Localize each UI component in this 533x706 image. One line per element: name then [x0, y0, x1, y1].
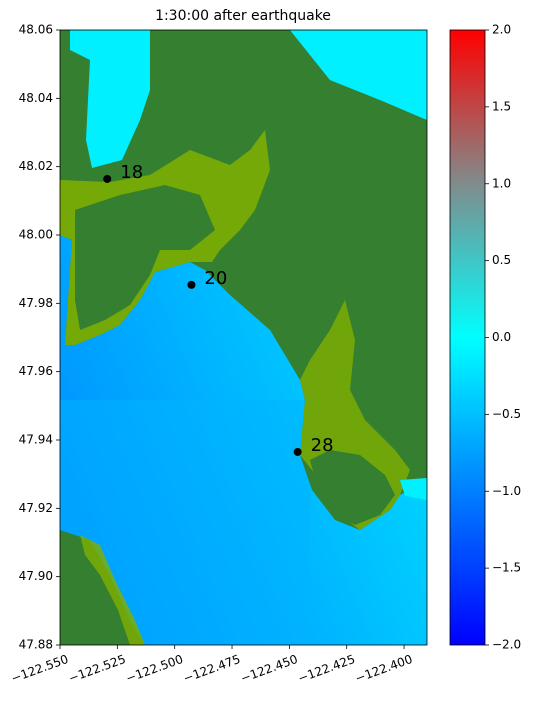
colorbar-tick-label: −0.5	[492, 407, 521, 421]
gauge-point	[187, 280, 196, 289]
colorbar-tick-label: 1.5	[492, 99, 511, 113]
y-tick-label: 48.02	[19, 159, 53, 173]
y-tick-label: 47.94	[19, 433, 53, 447]
water-top	[290, 30, 427, 120]
y-tick-label: 47.92	[19, 501, 53, 515]
y-tick-label: 47.98	[19, 296, 53, 310]
colorbar-tick-label: 1.0	[492, 176, 511, 190]
y-tick-label: 47.88	[19, 638, 53, 652]
gauge-point	[293, 447, 302, 456]
land	[310, 450, 395, 525]
axes-frame	[59, 29, 428, 646]
x-tick-label: −122.475	[181, 652, 242, 686]
colorbar-tick-label: 2.0	[492, 23, 511, 37]
x-tick-label: −122.425	[296, 652, 357, 686]
colorbar-tick-label: 0.5	[492, 253, 511, 267]
y-tick-label: 48.06	[19, 23, 53, 37]
gauge-point	[103, 174, 112, 183]
colorbar-tick-label: −1.5	[492, 561, 521, 575]
gauge-label: 28	[311, 435, 334, 456]
chart-title: 1:30:00 after earthquake	[155, 8, 331, 24]
x-tick-label: −122.400	[353, 652, 414, 686]
colorbar-tick-label: −1.0	[492, 484, 521, 498]
y-tick-label: 47.96	[19, 364, 53, 378]
land-shallow	[80, 535, 145, 645]
x-tick-label: −122.525	[67, 652, 128, 686]
water-patch	[400, 478, 427, 500]
land	[75, 185, 215, 330]
colorbar-tick-label: 0.0	[492, 330, 511, 344]
x-tick-label: −122.450	[239, 652, 300, 686]
gauge-label: 18	[120, 162, 143, 183]
y-tick-label: 48.04	[19, 91, 53, 105]
x-tick-label: −122.550	[9, 652, 70, 686]
x-tick-label: −122.500	[124, 652, 185, 686]
colorbar	[449, 29, 486, 646]
y-tick-label: 48.00	[19, 228, 53, 242]
map	[60, 30, 427, 645]
y-tick-label: 47.90	[19, 569, 53, 583]
gauge-label: 20	[204, 268, 227, 289]
colorbar-tick-label: −2.0	[492, 638, 521, 652]
water-top	[70, 30, 150, 168]
